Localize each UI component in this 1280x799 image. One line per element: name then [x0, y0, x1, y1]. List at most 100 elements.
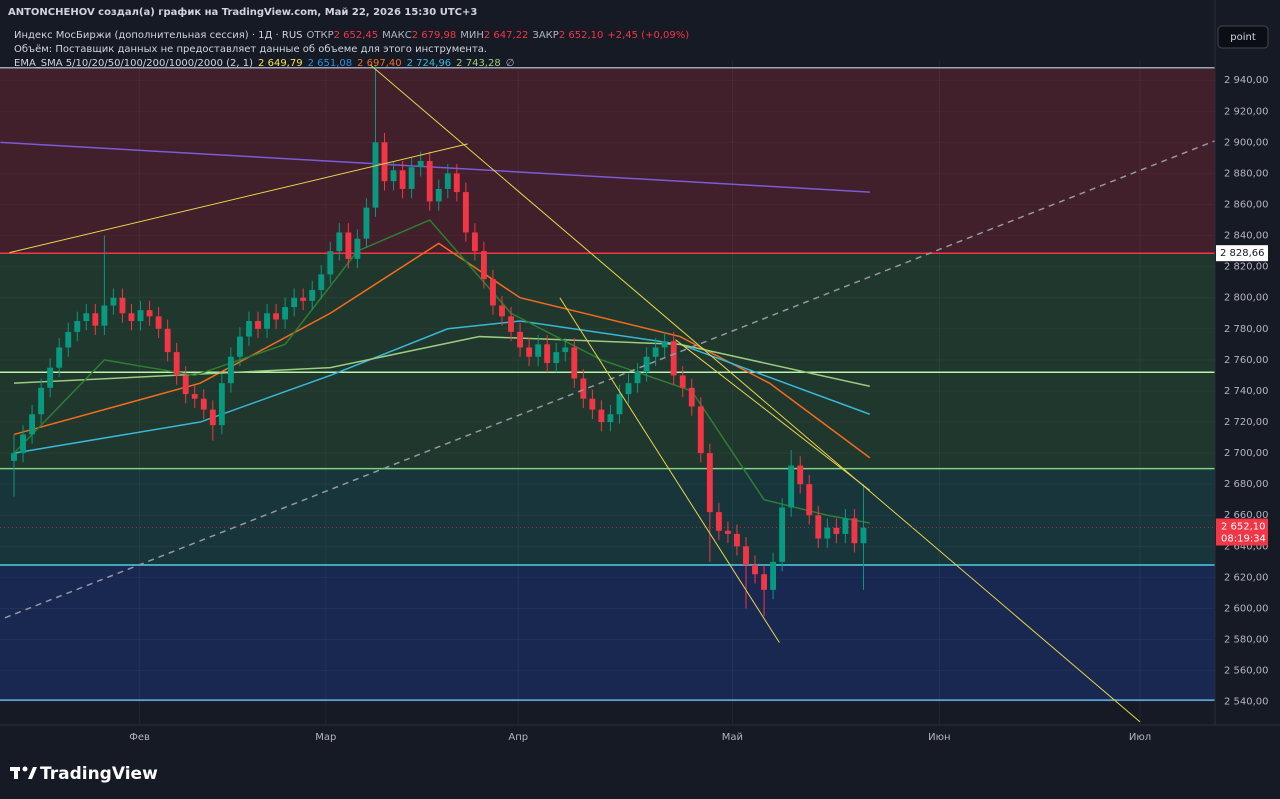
indicator-line: EMA_SMA 5/10/20/50/100/200/1000/2000 (2,…: [14, 58, 514, 69]
moving-average: [0, 141, 870, 193]
point-button-label[interactable]: point: [1230, 32, 1256, 43]
y-tick-label: 2 760,00: [1224, 355, 1269, 366]
x-tick-label: Май: [722, 732, 743, 743]
candle-body: [842, 518, 849, 534]
candle-body: [227, 356, 234, 384]
candle-body: [634, 372, 641, 384]
candle-body: [860, 527, 867, 544]
candle-body: [607, 414, 614, 423]
candle-body: [471, 232, 478, 252]
ohlc-label: ЗАКР: [532, 30, 558, 41]
candle-body: [580, 378, 587, 399]
ohlc-label: ОТКР: [307, 30, 334, 41]
candle-body: [779, 507, 786, 562]
candle-body: [661, 341, 668, 348]
candle-body: [670, 341, 677, 376]
ohlc-value: 2 679,98: [412, 30, 457, 41]
candle-body: [589, 398, 596, 410]
candle-body: [625, 383, 632, 395]
candle-body: [164, 328, 171, 353]
candle-body: [679, 375, 686, 388]
zone: [0, 468, 1215, 565]
candle-body: [851, 518, 858, 544]
candle-body: [264, 313, 270, 329]
candle-body: [444, 173, 451, 189]
candle-body: [417, 160, 424, 168]
candle-body: [616, 394, 623, 415]
candle-body: [128, 313, 135, 322]
logo: [10, 766, 37, 779]
candle-body: [553, 352, 560, 363]
candle-body: [652, 347, 659, 357]
y-tick-label: 2 620,00: [1224, 572, 1269, 583]
candle-body: [544, 344, 551, 363]
y-tick-label: 2 680,00: [1224, 479, 1269, 490]
indicator-value: 2 743,28: [456, 58, 501, 69]
indicator-value: 2 651,08: [308, 58, 353, 69]
candle-body: [770, 561, 777, 590]
candle-body: [508, 316, 514, 332]
y-tick-label: 2 700,00: [1224, 448, 1269, 459]
candle-body: [173, 352, 180, 376]
candle-body: [246, 321, 252, 337]
ohlc-value: 2 652,45: [334, 30, 379, 41]
y-tick-label: 2 660,00: [1224, 510, 1269, 521]
candle-body: [282, 307, 289, 320]
moving-average: [13, 219, 870, 524]
volume-note: Объём: Поставщик данных не предоставляет…: [14, 44, 487, 55]
candle-body: [688, 387, 695, 407]
point-button[interactable]: [1217, 25, 1269, 49]
candle-body: [462, 192, 469, 233]
candle-body: [291, 297, 298, 308]
candle-body: [47, 367, 54, 388]
candle-body: [29, 414, 36, 435]
candle-body: [761, 574, 767, 590]
candle-body: [255, 321, 261, 329]
y-tick-label: 2 820,00: [1224, 262, 1269, 273]
candle-body: [697, 406, 704, 454]
candle-body: [598, 409, 605, 423]
change: +2,45 (+0,09%): [607, 30, 689, 41]
zone: [0, 67, 1215, 254]
x-tick-label: Мар: [315, 732, 336, 743]
candle-body: [526, 347, 533, 357]
candle-body: [788, 465, 795, 508]
ohlc-label: МИН: [460, 30, 484, 41]
candle-body: [218, 383, 225, 426]
candle-body: [643, 356, 650, 373]
x-tick-label: Апр: [508, 732, 528, 743]
y-tick-label: 2 740,00: [1224, 386, 1269, 397]
candle-body: [191, 394, 198, 399]
moving-average: [13, 242, 871, 459]
candle-body: [797, 465, 804, 485]
candle-body: [706, 453, 713, 513]
candle-body: [182, 375, 189, 395]
y-tick-label: 2 580,00: [1224, 635, 1269, 646]
candle-body: [200, 398, 207, 410]
candle-body: [390, 170, 397, 182]
y-tick-label: 2 920,00: [1224, 106, 1269, 117]
zone: [0, 253, 1215, 469]
y-tick-label: 2 600,00: [1224, 603, 1269, 614]
candle-body: [517, 331, 524, 348]
candle-body: [833, 527, 840, 534]
candle-body: [74, 321, 81, 332]
ohlc-value: 2 647,22: [484, 30, 529, 41]
indicator-value: ∅: [506, 58, 515, 69]
brand: TradingView: [40, 764, 158, 784]
level-tag: [1216, 245, 1268, 262]
candle-body: [715, 512, 722, 531]
candle-body: [327, 251, 334, 275]
candle-body: [743, 546, 749, 565]
x-tick-label: Июн: [928, 732, 950, 743]
candle-body: [300, 297, 307, 301]
y-tick-label: 2 780,00: [1224, 324, 1269, 335]
indicator-name: EMA_SMA 5/10/20/50/100/200/1000/2000 (2,…: [14, 58, 253, 69]
y-tick-label: 2 880,00: [1224, 168, 1269, 179]
candle-body: [155, 316, 162, 329]
candle-body: [137, 310, 144, 322]
y-tick-label: 2 720,00: [1224, 417, 1269, 428]
y-tick-label: 2 940,00: [1224, 75, 1269, 86]
ohlc-value: 2 652,10: [559, 30, 604, 41]
